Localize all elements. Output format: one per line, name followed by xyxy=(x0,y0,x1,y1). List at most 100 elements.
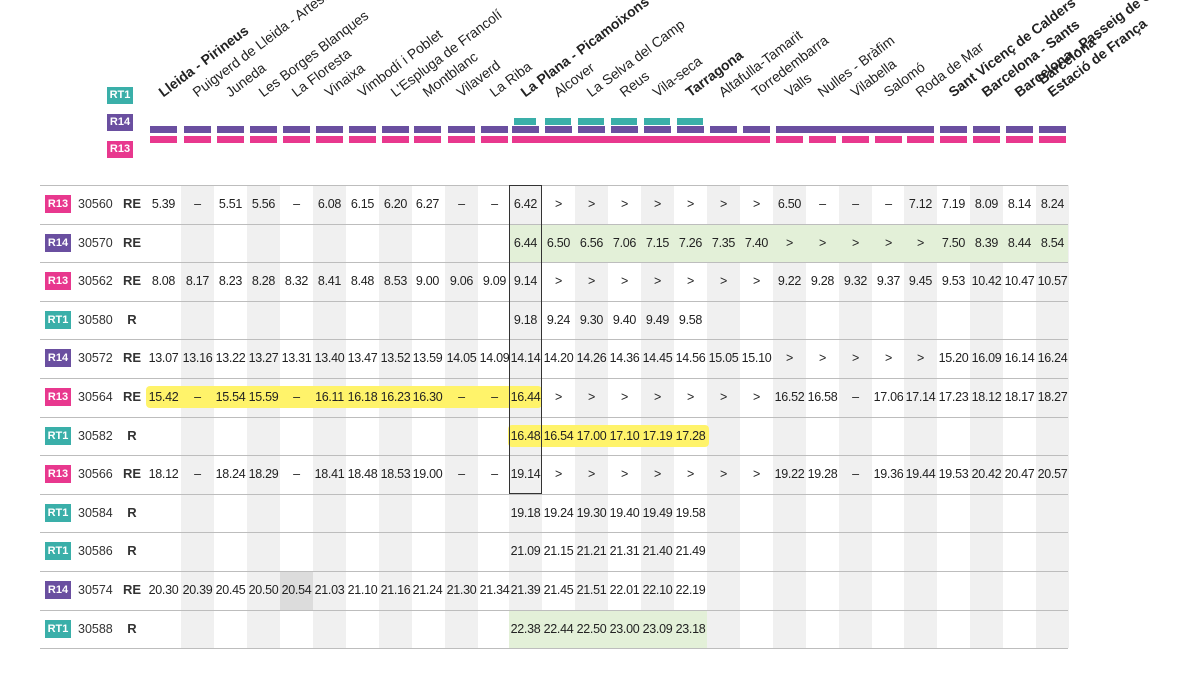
time-cell: 9.09 xyxy=(482,274,507,289)
row-divider xyxy=(40,416,1068,418)
time-cell: > xyxy=(720,274,727,289)
train-number: 30584 xyxy=(78,505,113,520)
time-cell: 16.18 xyxy=(347,390,378,404)
time-cell: 14.09 xyxy=(479,351,510,366)
time-cell: > xyxy=(654,274,661,289)
time-cell: 16.09 xyxy=(971,351,1002,366)
time-cell: 13.40 xyxy=(314,351,345,366)
time-cell: 20.30 xyxy=(148,583,179,597)
time-cell: 16.14 xyxy=(1004,351,1035,366)
time-cell: 7.19 xyxy=(941,197,966,211)
time-cell: 14.36 xyxy=(609,351,640,366)
time-cell: 22.44 xyxy=(543,621,574,636)
route-segment-r13 xyxy=(217,136,244,143)
time-cell: 21.45 xyxy=(543,583,574,597)
time-cell: 8.53 xyxy=(383,274,408,289)
time-cell: > xyxy=(687,467,694,482)
time-cell: 22.01 xyxy=(609,583,640,597)
route-segment-r14 xyxy=(578,126,605,133)
train-number: 30572 xyxy=(78,351,113,366)
route-segment-r14 xyxy=(184,126,211,133)
time-cell: > xyxy=(885,351,892,366)
time-cell: 16.30 xyxy=(412,390,443,404)
time-cell: 8.14 xyxy=(1007,197,1032,211)
time-cell: 8.23 xyxy=(218,274,243,289)
time-cell: 16.24 xyxy=(1037,351,1068,366)
time-cell: 19.24 xyxy=(543,505,574,520)
time-cell: 9.32 xyxy=(843,274,868,289)
column-box xyxy=(509,185,542,494)
time-cell: 10.47 xyxy=(1004,274,1035,289)
time-cell: > xyxy=(588,197,595,211)
time-cell: 17.23 xyxy=(938,390,969,404)
time-cell: 21.03 xyxy=(314,583,345,597)
time-cell: 6.08 xyxy=(317,197,342,211)
time-cell: > xyxy=(917,235,924,250)
time-cell: – xyxy=(852,467,859,482)
time-cell: 21.51 xyxy=(576,583,607,597)
route-segment-r14 xyxy=(349,126,376,133)
time-cell: 13.27 xyxy=(248,351,279,366)
train-number: 30582 xyxy=(78,428,113,443)
time-cell: – xyxy=(293,467,300,482)
time-cell: 18.53 xyxy=(380,467,411,482)
time-cell: 13.52 xyxy=(380,351,411,366)
time-cell: 9.00 xyxy=(415,274,440,289)
time-cell: 9.14 xyxy=(513,274,538,289)
row-divider xyxy=(40,609,1068,611)
time-cell: 18.27 xyxy=(1037,390,1068,404)
train-type: RE xyxy=(122,389,142,404)
time-cell: 22.10 xyxy=(642,583,673,597)
time-cell: 23.09 xyxy=(642,621,673,636)
time-cell: 9.37 xyxy=(876,274,901,289)
time-cell: > xyxy=(687,390,694,404)
time-cell: 6.50 xyxy=(546,235,571,250)
route-segment-r14 xyxy=(677,126,704,133)
time-cell: 9.28 xyxy=(810,274,835,289)
time-cell: > xyxy=(753,467,760,482)
time-cell: 9.22 xyxy=(777,274,802,289)
time-cell: 13.31 xyxy=(281,351,312,366)
time-cell: – xyxy=(293,197,300,211)
time-cell: 5.51 xyxy=(218,197,243,211)
time-cell: > xyxy=(852,235,859,250)
time-cell: 20.47 xyxy=(1004,467,1035,482)
row-divider xyxy=(40,571,1068,572)
time-cell: > xyxy=(819,235,826,250)
time-cell: 8.44 xyxy=(1007,235,1032,250)
time-cell: – xyxy=(819,197,826,211)
time-cell: – xyxy=(194,467,201,482)
time-cell: 13.16 xyxy=(182,351,213,366)
train-type: R xyxy=(127,311,137,327)
time-cell: 10.42 xyxy=(971,274,1002,289)
time-cell: 14.05 xyxy=(446,351,477,366)
route-segment-r13 xyxy=(809,136,836,143)
time-cell: > xyxy=(588,467,595,482)
time-cell: > xyxy=(753,197,760,211)
route-segment-r13 xyxy=(184,136,211,143)
time-cell: > xyxy=(621,390,628,404)
time-cell: 21.49 xyxy=(675,544,706,559)
route-segment-rt1 xyxy=(644,118,670,125)
time-cell: 7.26 xyxy=(678,235,703,250)
route-segment-r14 xyxy=(414,126,441,133)
row-divider xyxy=(40,300,1068,302)
train-type: RE xyxy=(122,350,142,366)
route-segment-r13 xyxy=(940,136,967,143)
route-segment-r13 xyxy=(283,136,310,143)
time-cell: – xyxy=(491,467,498,482)
time-cell: 21.24 xyxy=(412,583,443,597)
route-segment-r13 xyxy=(150,136,177,143)
time-cell: 8.48 xyxy=(350,274,375,289)
time-cell: 21.09 xyxy=(510,544,541,559)
time-cell: 19.40 xyxy=(609,505,640,520)
time-cell: 14.20 xyxy=(543,351,574,366)
time-cell: 15.42 xyxy=(148,390,179,404)
route-segment-rt1 xyxy=(611,118,637,125)
time-cell: 17.06 xyxy=(873,390,904,404)
time-cell: > xyxy=(687,197,694,211)
train-type: R xyxy=(127,427,137,443)
time-cell: 19.53 xyxy=(938,467,969,482)
time-cell: > xyxy=(621,467,628,482)
row-divider xyxy=(40,185,1068,186)
